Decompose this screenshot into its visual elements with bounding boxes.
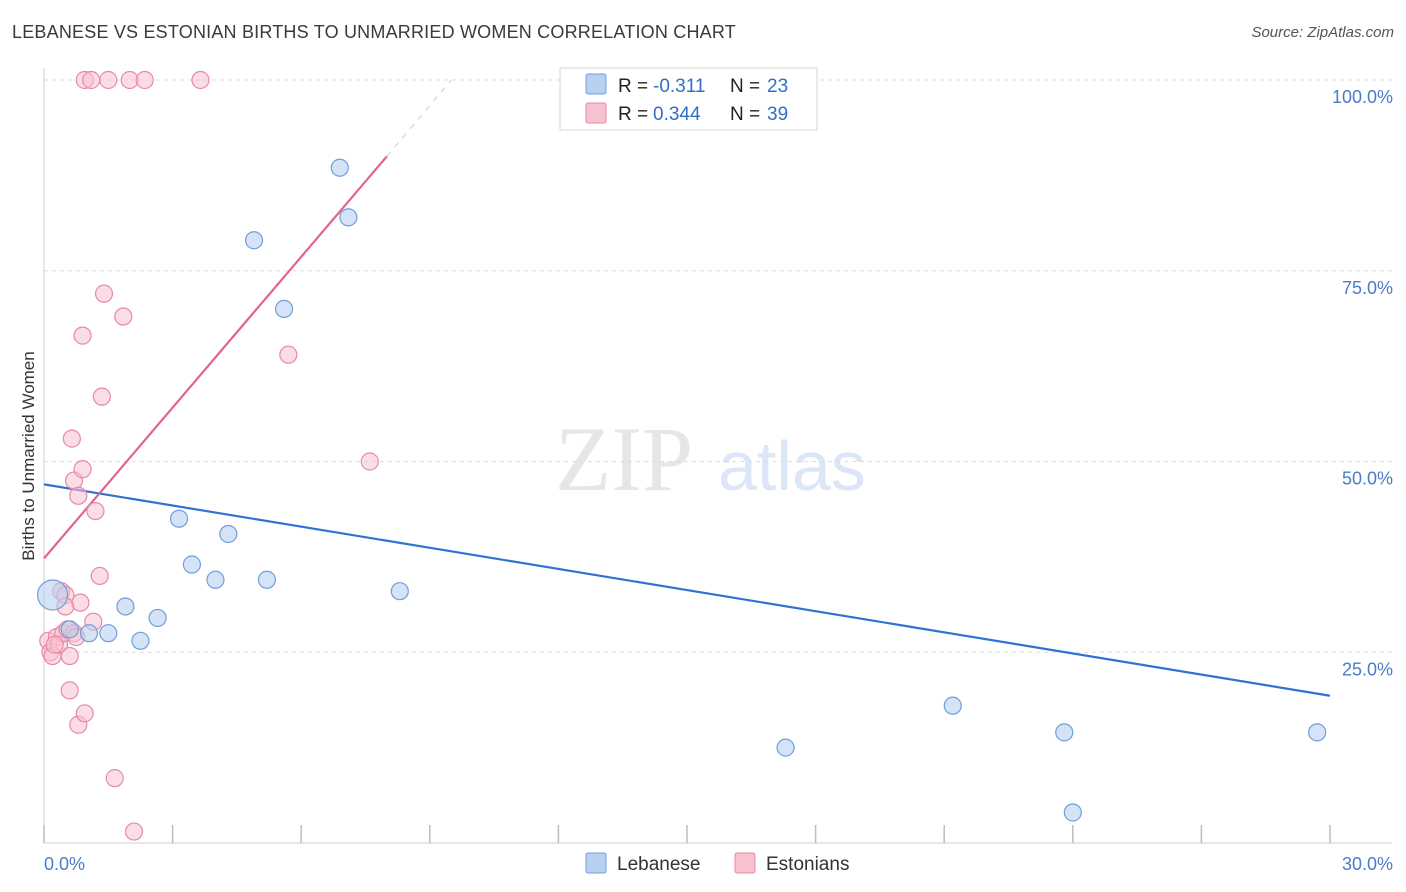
estonians-point-11 bbox=[60, 681, 79, 700]
y-tick-label-3: 25.0% bbox=[1342, 659, 1393, 679]
lebanese-point-20 bbox=[1055, 723, 1074, 742]
y-axis-label: Births to Unmarried Women bbox=[19, 351, 38, 560]
trend-lines bbox=[43, 79, 1331, 697]
bottom-legend-lebanese: Lebanese bbox=[617, 854, 700, 875]
watermark-zip: ZIP bbox=[555, 408, 693, 510]
lebanese-point-19 bbox=[943, 696, 962, 715]
legend-n-label-2: N = bbox=[730, 104, 760, 125]
lebanese-point-12 bbox=[257, 570, 277, 589]
legend-swatch-estonians bbox=[585, 102, 607, 124]
lebanese-point-1 bbox=[60, 620, 79, 639]
estonians-point-36 bbox=[279, 345, 298, 364]
estonians-point-31 bbox=[114, 307, 133, 326]
legend-r-value-1: -0.311 bbox=[653, 76, 705, 97]
estonians-point-29 bbox=[99, 70, 118, 90]
lebanese-point-11 bbox=[244, 231, 264, 250]
estonians-points bbox=[39, 70, 379, 841]
chart-title: LEBANESE VS ESTONIAN BIRTHS TO UNMARRIED… bbox=[12, 22, 736, 42]
tick-labels: 100.0% 75.0% 50.0% 25.0% 0.0% 30.0% bbox=[44, 87, 1393, 874]
bottom-legend-estonians: Estonians bbox=[766, 854, 849, 875]
estonians-point-26 bbox=[90, 566, 109, 586]
lebanese-point-5 bbox=[131, 631, 150, 650]
lebanese-point-16 bbox=[390, 582, 409, 601]
legend-r-label-1: R = bbox=[618, 76, 648, 97]
estonians-point-38 bbox=[45, 635, 64, 654]
estonians-point-12 bbox=[62, 429, 81, 448]
lebanese-point-22 bbox=[1308, 723, 1327, 742]
trendline-lebanese bbox=[43, 483, 1331, 697]
estonians-point-34 bbox=[135, 70, 154, 90]
lebanese-point-7 bbox=[169, 509, 189, 528]
lebanese-point-18 bbox=[776, 738, 795, 757]
lebanese-point-6 bbox=[148, 608, 167, 628]
estonians-point-18 bbox=[71, 593, 90, 612]
estonians-point-30 bbox=[105, 769, 124, 788]
legend-n-value-1: 23 bbox=[767, 76, 788, 97]
gridlines bbox=[44, 79, 1392, 653]
estonians-point-16 bbox=[69, 486, 88, 505]
y-tick-label-1: 75.0% bbox=[1342, 278, 1393, 298]
bottom-legend-swatch-lebanese bbox=[585, 852, 607, 874]
source-label: Source: ZipAtlas.com bbox=[1251, 24, 1394, 41]
x-tick-label-0: 0.0% bbox=[44, 854, 85, 874]
axes bbox=[43, 68, 1392, 844]
estonians-point-25 bbox=[86, 501, 105, 521]
lebanese-point-14 bbox=[330, 158, 349, 177]
legend-swatch-lebanese bbox=[585, 73, 607, 95]
estonians-point-23 bbox=[82, 70, 101, 90]
legend-n-value-2: 39 bbox=[767, 104, 788, 125]
watermark-atlas: atlas bbox=[718, 427, 866, 505]
lebanese-point-3 bbox=[99, 624, 118, 643]
lebanese-point-0 bbox=[36, 579, 69, 611]
series-legend: Lebanese Estonians bbox=[585, 852, 849, 875]
estonians-point-19 bbox=[73, 460, 92, 479]
estonians-point-21 bbox=[75, 704, 94, 723]
legend-r-value-2: 0.344 bbox=[653, 104, 701, 125]
stats-legend: R = -0.311 N = 23 R = 0.344 N = 39 bbox=[559, 67, 818, 131]
estonians-point-27 bbox=[92, 387, 111, 406]
lebanese-point-21 bbox=[1063, 803, 1082, 822]
legend-n-label-1: N = bbox=[730, 76, 760, 97]
lebanese-point-15 bbox=[339, 208, 358, 227]
lebanese-point-2 bbox=[79, 624, 99, 643]
lebanese-point-8 bbox=[182, 555, 201, 574]
estonians-point-33 bbox=[124, 822, 144, 841]
estonians-point-10 bbox=[60, 646, 79, 666]
y-tick-label-2: 50.0% bbox=[1342, 469, 1393, 489]
lebanese-point-9 bbox=[206, 570, 225, 589]
lebanese-point-10 bbox=[219, 524, 238, 544]
lebanese-point-13 bbox=[274, 299, 294, 318]
lebanese-point-4 bbox=[116, 597, 135, 616]
estonians-point-28 bbox=[94, 284, 114, 303]
legend-r-label-2: R = bbox=[618, 104, 648, 125]
estonians-point-35 bbox=[191, 70, 210, 90]
estonians-point-20 bbox=[73, 326, 92, 345]
bottom-legend-swatch-estonians bbox=[734, 852, 756, 874]
trendline-estonians-extension bbox=[386, 79, 452, 157]
trendline-estonians bbox=[43, 155, 388, 560]
y-tick-label-0: 100.0% bbox=[1332, 87, 1393, 107]
x-tick-label-1: 30.0% bbox=[1342, 854, 1393, 874]
estonians-point-37 bbox=[360, 452, 379, 471]
